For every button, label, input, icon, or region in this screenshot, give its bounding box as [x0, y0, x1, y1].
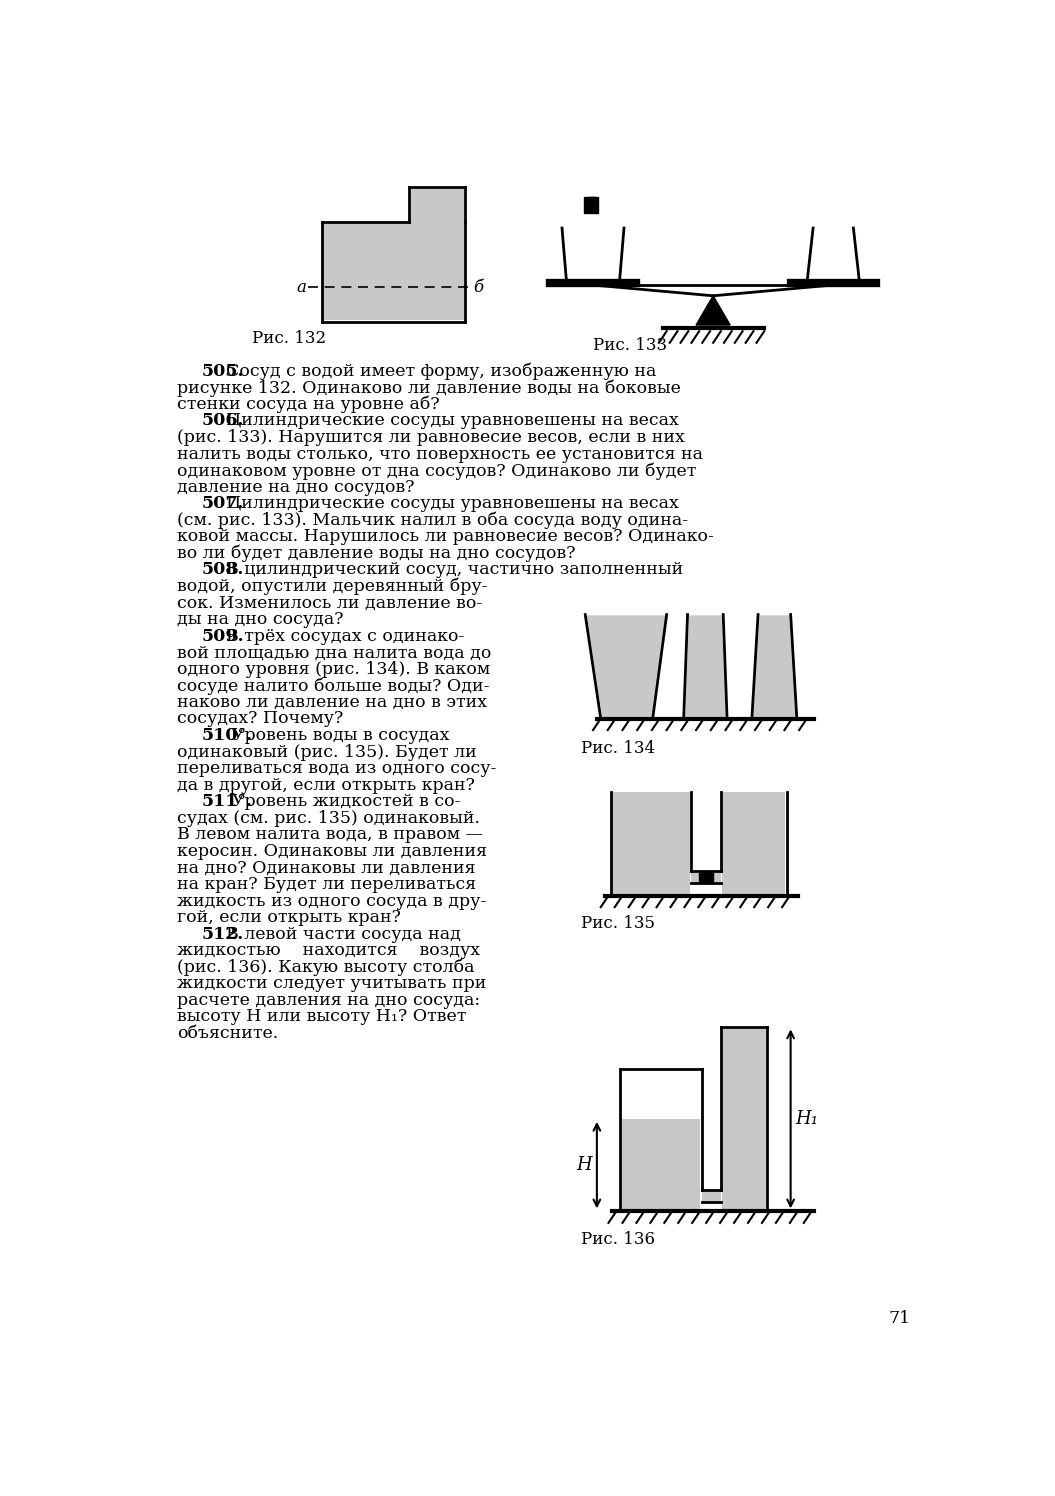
Text: (рис. 133). Нарушится ли равновесие весов, если в них: (рис. 133). Нарушится ли равновесие весо… — [177, 429, 685, 446]
Bar — [621, 1119, 699, 1210]
Text: Рис. 132: Рис. 132 — [252, 329, 326, 347]
Text: высоту H или высоту H₁? Ответ: высоту H или высоту H₁? Ответ — [177, 1008, 466, 1025]
Text: давление на дно сосудов?: давление на дно сосудов? — [177, 479, 415, 495]
Text: В трёх сосудах с одинако-: В трёх сосудах с одинако- — [226, 628, 464, 645]
Text: налить воды столько, что поверхность ее установится на: налить воды столько, что поверхность ее … — [177, 446, 703, 462]
Text: 506.: 506. — [202, 413, 244, 429]
Text: Цилиндрические сосуды уравновешены на весах: Цилиндрические сосуды уравновешены на ве… — [226, 495, 678, 512]
Text: 505.: 505. — [202, 364, 244, 380]
Text: расчете давления на дно сосуда:: расчете давления на дно сосуда: — [177, 992, 480, 1008]
Text: сосудах? Почему?: сосудах? Почему? — [177, 711, 343, 727]
Bar — [702, 1189, 721, 1203]
Text: на кран? Будет ли переливаться: на кран? Будет ли переливаться — [177, 877, 476, 893]
Text: объясните.: объясните. — [177, 1025, 279, 1043]
Text: рисунке 132. Одинаково ли давление воды на боковые: рисунке 132. Одинаково ли давление воды … — [177, 380, 680, 396]
Text: Уровень жидкостей в со-: Уровень жидкостей в со- — [232, 793, 460, 811]
Polygon shape — [686, 615, 726, 717]
Text: сосуде налито больше воды? Оди-: сосуде налито больше воды? Оди- — [177, 678, 490, 694]
Bar — [612, 791, 690, 895]
Polygon shape — [587, 615, 665, 717]
Text: наково ли давление на дно в этих: наково ли давление на дно в этих — [177, 694, 486, 711]
Text: В левой части сосуда над: В левой части сосуда над — [226, 926, 461, 942]
Text: Рис. 133: Рис. 133 — [593, 338, 667, 355]
Text: 510°.: 510°. — [202, 727, 253, 744]
Text: сок. Изменилось ли давление во-: сок. Изменилось ли давление во- — [177, 594, 482, 612]
Bar — [723, 791, 785, 895]
Text: жидкостью    находится    воздух: жидкостью находится воздух — [177, 942, 480, 959]
Text: гой, если открыть кран?: гой, если открыть кран? — [177, 910, 401, 926]
Text: (рис. 136). Какую высоту столба: (рис. 136). Какую высоту столба — [177, 959, 475, 977]
Text: а: а — [296, 278, 306, 296]
Text: 509.: 509. — [202, 628, 245, 645]
Text: вой площадью дна налита вода до: вой площадью дна налита вода до — [177, 645, 492, 661]
Text: Уровень воды в сосудах: Уровень воды в сосудах — [232, 727, 449, 744]
Text: 511°.: 511°. — [202, 793, 252, 811]
Bar — [699, 871, 713, 883]
Text: Рис. 136: Рис. 136 — [581, 1231, 655, 1248]
Text: во ли будет давление воды на дно сосудов?: во ли будет давление воды на дно сосудов… — [177, 545, 575, 562]
Polygon shape — [696, 296, 730, 325]
Text: 508.: 508. — [202, 561, 244, 579]
Text: водой, опустили деревянный бру-: водой, опустили деревянный бру- — [177, 577, 487, 595]
Text: одного уровня (рис. 134). В каком: одного уровня (рис. 134). В каком — [177, 661, 491, 678]
Text: ковой массы. Нарушилось ли равновесие весов? Одинако-: ковой массы. Нарушилось ли равновесие ве… — [177, 528, 713, 546]
Text: Сосуд с водой имеет форму, изображенную на: Сосуд с водой имеет форму, изображенную … — [226, 364, 656, 380]
Bar — [584, 197, 598, 212]
Text: б: б — [473, 278, 483, 296]
Text: одинаковый (рис. 135). Будет ли: одинаковый (рис. 135). Будет ли — [177, 744, 477, 760]
Text: на дно? Одинаковы ли давления: на дно? Одинаковы ли давления — [177, 859, 476, 877]
Text: да в другой, если открыть кран?: да в другой, если открыть кран? — [177, 776, 475, 794]
Text: В левом налита вода, в правом —: В левом налита вода, в правом — — [177, 826, 483, 844]
Polygon shape — [753, 615, 795, 717]
Text: одинаковом уровне от дна сосудов? Одинаково ли будет: одинаковом уровне от дна сосудов? Одинак… — [177, 462, 696, 480]
Text: В цилиндрический сосуд, частично заполненный: В цилиндрический сосуд, частично заполне… — [226, 561, 683, 579]
Text: Рис. 134: Рис. 134 — [581, 741, 655, 757]
Text: H: H — [576, 1156, 592, 1174]
Bar — [589, 197, 595, 205]
Text: (см. рис. 133). Мальчик налил в оба сосуда воду одина-: (см. рис. 133). Мальчик налил в оба сосу… — [177, 512, 688, 530]
Text: Цилиндрические сосуды уравновешены на весах: Цилиндрические сосуды уравновешены на ве… — [226, 413, 678, 429]
Bar — [323, 223, 463, 320]
Text: H₁: H₁ — [795, 1110, 819, 1128]
Text: жидкости следует учитывать при: жидкости следует учитывать при — [177, 975, 486, 992]
Text: жидкость из одного сосуда в дру-: жидкость из одного сосуда в дру- — [177, 893, 486, 910]
Text: стенки сосуда на уровне аб?: стенки сосуда на уровне аб? — [177, 396, 440, 413]
Bar — [723, 1026, 766, 1210]
Text: 71: 71 — [888, 1310, 910, 1327]
Text: судах (см. рис. 135) одинаковый.: судах (см. рис. 135) одинаковый. — [177, 809, 480, 827]
Bar — [410, 188, 463, 320]
Text: Рис. 135: Рис. 135 — [581, 916, 655, 932]
Text: 512.: 512. — [202, 926, 244, 942]
Bar — [691, 871, 721, 883]
Text: ды на дно сосуда?: ды на дно сосуда? — [177, 610, 343, 628]
Text: керосин. Одинаковы ли давления: керосин. Одинаковы ли давления — [177, 842, 486, 860]
Text: переливаться вода из одного сосу-: переливаться вода из одного сосу- — [177, 760, 496, 776]
Text: 507.: 507. — [202, 495, 244, 512]
